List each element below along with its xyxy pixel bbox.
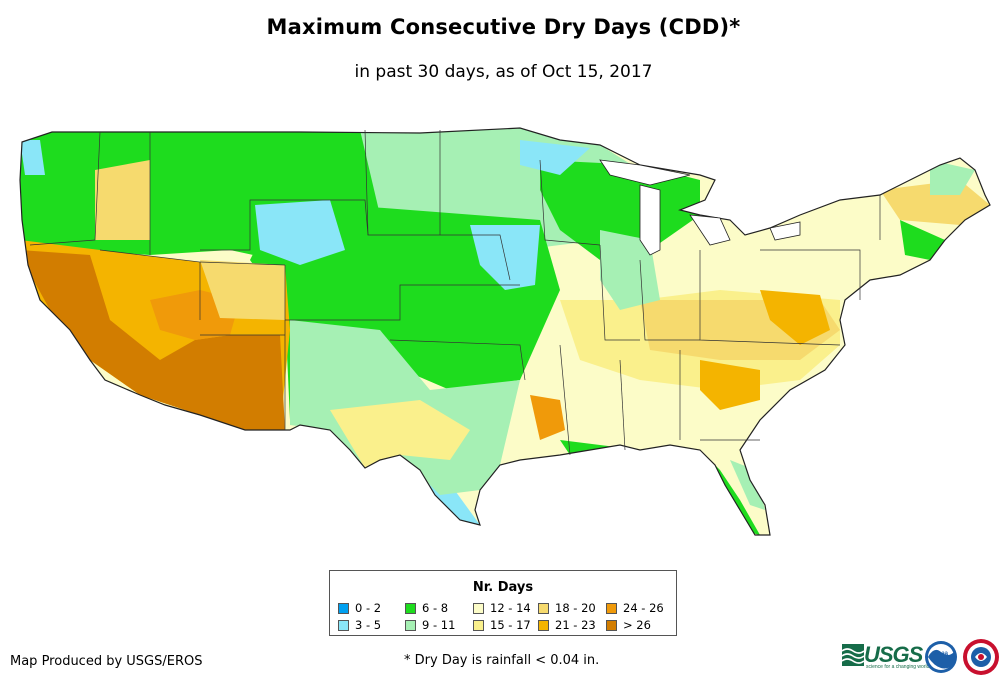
noaa-logo-icon: noaa	[925, 641, 957, 673]
usgs-tagline: science for a changing world	[866, 664, 930, 670]
usgs-wave-icon	[842, 644, 864, 666]
map-fill-layers	[20, 128, 990, 535]
legend-item-15-17: 15 - 17	[473, 618, 531, 632]
dry-day-footnote: * Dry Day is rainfall < 0.04 in.	[404, 653, 600, 668]
legend-swatch	[405, 620, 416, 631]
legend-swatch	[538, 603, 549, 614]
legend-item-21-23: 21 - 23	[538, 618, 596, 632]
legend-box: Nr. Days 0 - 2 3 - 5 6 - 8 9 - 11 12 - 1…	[329, 570, 677, 636]
legend-item-18-20: 18 - 20	[538, 601, 596, 615]
map-title: Maximum Consecutive Dry Days (CDD)*	[266, 15, 741, 39]
legend-swatch	[606, 620, 617, 631]
legend-swatch	[538, 620, 549, 631]
legend-item-3-5: 3 - 5	[338, 618, 381, 632]
state-borders	[29, 129, 881, 456]
legend-swatch	[405, 603, 416, 614]
usgs-logo: USGS science for a changing world	[842, 642, 929, 670]
great-lakes	[599, 159, 801, 256]
usgs-wordmark: USGS	[864, 642, 923, 667]
legend-item-0-2: 0 - 2	[338, 601, 381, 615]
legend-item-gt-26: > 26	[606, 618, 651, 632]
legend-swatch	[473, 620, 484, 631]
noaa-text: noaa	[934, 651, 949, 657]
legend-item-24-26: 24 - 26	[606, 601, 664, 615]
map-subtitle: in past 30 days, as of Oct 15, 2017	[354, 62, 653, 82]
legend-title: Nr. Days	[472, 580, 534, 595]
legend-swatch	[473, 603, 484, 614]
legend-swatch	[338, 620, 349, 631]
legend-swatch	[338, 603, 349, 614]
legend-item-6-8: 6 - 8	[405, 601, 448, 615]
legend-item-9-11: 9 - 11	[405, 618, 455, 632]
legend-swatch	[606, 603, 617, 614]
legend-item-12-14: 12 - 14	[473, 601, 531, 615]
nws-logo-icon	[963, 639, 999, 675]
map-credit: Map Produced by USGS/EROS	[10, 654, 203, 669]
